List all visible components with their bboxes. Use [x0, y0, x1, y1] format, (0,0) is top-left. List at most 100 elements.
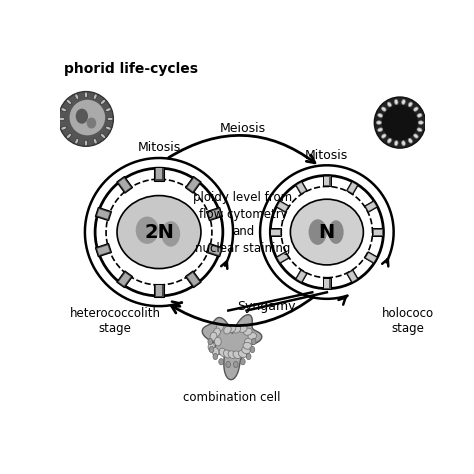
FancyBboxPatch shape	[295, 181, 307, 194]
Ellipse shape	[408, 102, 412, 107]
Ellipse shape	[228, 325, 236, 333]
Ellipse shape	[216, 323, 223, 331]
FancyBboxPatch shape	[117, 271, 133, 288]
Ellipse shape	[75, 94, 79, 100]
FancyBboxPatch shape	[278, 202, 288, 211]
FancyBboxPatch shape	[187, 179, 199, 191]
Text: phorid life-cycles: phorid life-cycles	[64, 63, 198, 76]
Ellipse shape	[75, 138, 79, 144]
Ellipse shape	[213, 328, 220, 337]
Ellipse shape	[213, 354, 218, 360]
Ellipse shape	[328, 220, 344, 244]
Ellipse shape	[401, 100, 405, 104]
Ellipse shape	[212, 347, 219, 356]
Ellipse shape	[417, 128, 422, 132]
Ellipse shape	[250, 346, 255, 353]
Ellipse shape	[245, 338, 253, 345]
Ellipse shape	[417, 113, 422, 117]
Ellipse shape	[93, 94, 97, 100]
Ellipse shape	[107, 117, 113, 120]
Circle shape	[95, 168, 223, 296]
FancyBboxPatch shape	[297, 183, 306, 193]
Text: Mitosis: Mitosis	[137, 141, 181, 155]
FancyBboxPatch shape	[366, 253, 376, 262]
FancyBboxPatch shape	[154, 283, 164, 297]
Text: combination cell: combination cell	[183, 391, 281, 404]
Ellipse shape	[84, 92, 88, 98]
Ellipse shape	[376, 121, 382, 124]
FancyBboxPatch shape	[117, 176, 133, 193]
FancyBboxPatch shape	[297, 271, 306, 282]
FancyBboxPatch shape	[208, 209, 221, 219]
FancyBboxPatch shape	[97, 246, 109, 255]
Ellipse shape	[208, 338, 212, 345]
Text: Meiosis: Meiosis	[220, 122, 266, 136]
FancyBboxPatch shape	[348, 271, 357, 282]
FancyBboxPatch shape	[154, 167, 164, 181]
Ellipse shape	[208, 343, 215, 352]
Circle shape	[59, 91, 113, 146]
FancyBboxPatch shape	[155, 285, 162, 296]
Ellipse shape	[100, 100, 105, 104]
FancyBboxPatch shape	[348, 183, 357, 193]
FancyBboxPatch shape	[185, 271, 201, 288]
Text: Syngamy: Syngamy	[237, 300, 296, 312]
Text: ploidy level from
flow cytometry
and
nuclear staining: ploidy level from flow cytometry and nuc…	[193, 191, 292, 255]
Circle shape	[270, 175, 383, 289]
Ellipse shape	[214, 337, 221, 346]
FancyBboxPatch shape	[185, 176, 201, 193]
FancyBboxPatch shape	[207, 207, 223, 221]
Ellipse shape	[244, 328, 252, 335]
Ellipse shape	[161, 221, 180, 246]
Circle shape	[70, 100, 105, 136]
Circle shape	[374, 97, 426, 148]
Text: N: N	[319, 223, 335, 242]
FancyBboxPatch shape	[324, 177, 329, 185]
FancyBboxPatch shape	[278, 253, 288, 262]
Ellipse shape	[414, 107, 418, 111]
Ellipse shape	[84, 140, 88, 146]
FancyBboxPatch shape	[272, 229, 280, 235]
Ellipse shape	[87, 118, 96, 128]
FancyBboxPatch shape	[95, 207, 111, 221]
Ellipse shape	[238, 350, 247, 357]
Ellipse shape	[387, 102, 392, 107]
FancyBboxPatch shape	[276, 201, 289, 212]
FancyBboxPatch shape	[207, 244, 223, 257]
FancyBboxPatch shape	[276, 252, 289, 264]
Ellipse shape	[242, 346, 250, 354]
Polygon shape	[202, 315, 262, 380]
Ellipse shape	[93, 138, 97, 144]
FancyBboxPatch shape	[97, 209, 109, 219]
Ellipse shape	[226, 361, 230, 367]
FancyBboxPatch shape	[323, 278, 330, 289]
Ellipse shape	[414, 134, 418, 138]
FancyBboxPatch shape	[366, 202, 376, 211]
Ellipse shape	[401, 141, 405, 146]
Ellipse shape	[76, 109, 88, 124]
Ellipse shape	[61, 126, 66, 130]
Ellipse shape	[209, 346, 214, 353]
FancyBboxPatch shape	[365, 201, 378, 212]
Ellipse shape	[233, 361, 238, 367]
Ellipse shape	[210, 332, 217, 341]
Ellipse shape	[136, 217, 159, 244]
Ellipse shape	[408, 138, 412, 143]
Ellipse shape	[223, 350, 231, 358]
Ellipse shape	[100, 134, 105, 138]
FancyBboxPatch shape	[208, 246, 221, 255]
FancyBboxPatch shape	[346, 270, 358, 283]
Text: Mitosis: Mitosis	[305, 149, 348, 162]
Ellipse shape	[382, 134, 386, 138]
Ellipse shape	[239, 325, 247, 332]
Ellipse shape	[66, 100, 72, 104]
Ellipse shape	[66, 134, 72, 138]
Circle shape	[382, 105, 418, 140]
Ellipse shape	[394, 141, 398, 146]
FancyBboxPatch shape	[324, 279, 329, 288]
Ellipse shape	[117, 196, 201, 269]
Ellipse shape	[228, 351, 236, 358]
Ellipse shape	[224, 326, 231, 334]
Ellipse shape	[61, 108, 66, 111]
Ellipse shape	[233, 351, 241, 358]
